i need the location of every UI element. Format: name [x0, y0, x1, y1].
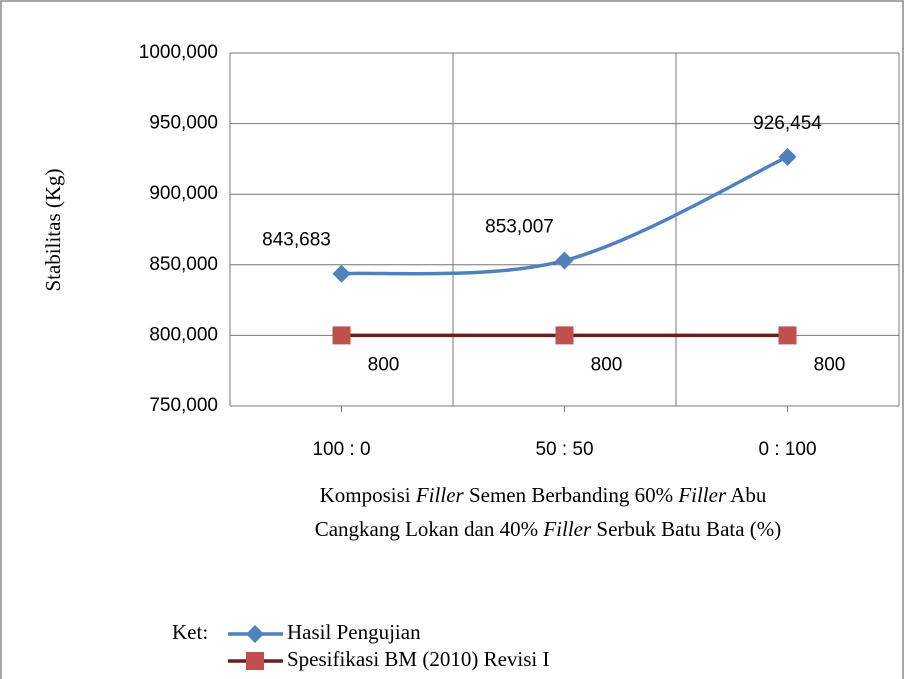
data-point — [332, 326, 351, 345]
data-label: 926,454 — [753, 113, 822, 134]
data-point — [332, 264, 351, 283]
y-tick-label: 800,000 — [149, 324, 218, 345]
y-tick-label: 950,000 — [149, 113, 218, 134]
legend-label: Spesifikasi BM (2010) Revisi I — [287, 647, 550, 671]
legend-marker — [246, 652, 264, 670]
data-label: 800 — [368, 354, 400, 375]
data-label: 800 — [814, 354, 846, 375]
data-point — [555, 326, 574, 345]
legend-marker — [246, 625, 264, 643]
data-label: 800 — [591, 354, 623, 375]
y-tick-label: 750,000 — [149, 395, 218, 416]
legend-title: Ket: — [172, 620, 208, 644]
data-point — [555, 251, 574, 270]
y-axis-title: Stabilitas (Kg) — [41, 168, 65, 291]
x-axis-title: Komposisi Filler Semen Berbanding 60% Fi… — [320, 483, 767, 507]
y-tick-label: 850,000 — [149, 254, 218, 275]
data-label: 853,007 — [485, 217, 554, 238]
x-tick-label: 50 : 50 — [535, 439, 593, 460]
y-tick-label: 1000,000 — [139, 42, 218, 63]
data-point — [778, 147, 797, 166]
x-tick-label: 100 : 0 — [312, 439, 370, 460]
data-label: 843,683 — [262, 230, 331, 251]
x-axis-title: Cangkang Lokan dan 40% Filler Serbuk Bat… — [315, 517, 782, 541]
legend-label: Hasil Pengujian — [287, 620, 421, 644]
x-tick-label: 0 : 100 — [758, 439, 816, 460]
y-tick-label: 900,000 — [149, 183, 218, 204]
data-point — [778, 326, 797, 345]
